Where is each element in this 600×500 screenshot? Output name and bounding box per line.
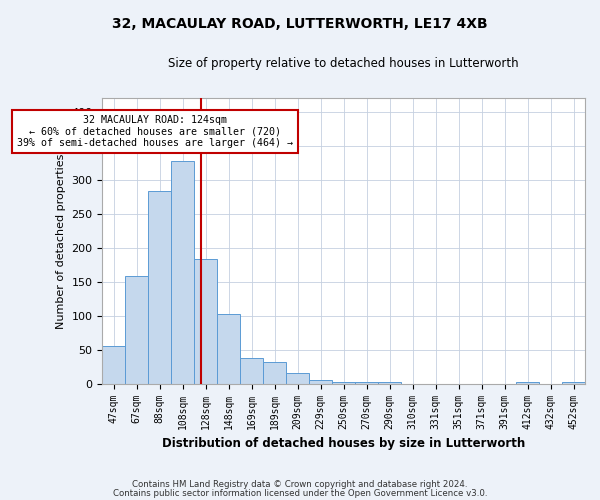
Bar (355, 382, 378, 384)
Text: Contains public sector information licensed under the Open Government Licence v3: Contains public sector information licen… (113, 489, 487, 498)
Bar (263, 362, 286, 384)
X-axis label: Distribution of detached houses by size in Lutterworth: Distribution of detached houses by size … (162, 437, 525, 450)
Bar (332, 382, 355, 384)
Bar (516, 382, 539, 384)
Bar (217, 314, 240, 384)
Text: 32, MACAULAY ROAD, LUTTERWORTH, LE17 4XB: 32, MACAULAY ROAD, LUTTERWORTH, LE17 4XB (112, 18, 488, 32)
Text: 32 MACAULAY ROAD: 124sqm
← 60% of detached houses are smaller (720)
39% of semi-: 32 MACAULAY ROAD: 124sqm ← 60% of detach… (17, 115, 293, 148)
Bar (125, 276, 148, 384)
Bar (240, 358, 263, 384)
Bar (562, 382, 585, 384)
Bar (102, 346, 125, 384)
Y-axis label: Number of detached properties: Number of detached properties (56, 153, 65, 328)
Bar (171, 162, 194, 384)
Bar (194, 258, 217, 384)
Bar (148, 191, 171, 384)
Bar (286, 374, 309, 384)
Bar (378, 382, 401, 384)
Bar (309, 380, 332, 384)
Title: Size of property relative to detached houses in Lutterworth: Size of property relative to detached ho… (168, 58, 519, 70)
Text: Contains HM Land Registry data © Crown copyright and database right 2024.: Contains HM Land Registry data © Crown c… (132, 480, 468, 489)
